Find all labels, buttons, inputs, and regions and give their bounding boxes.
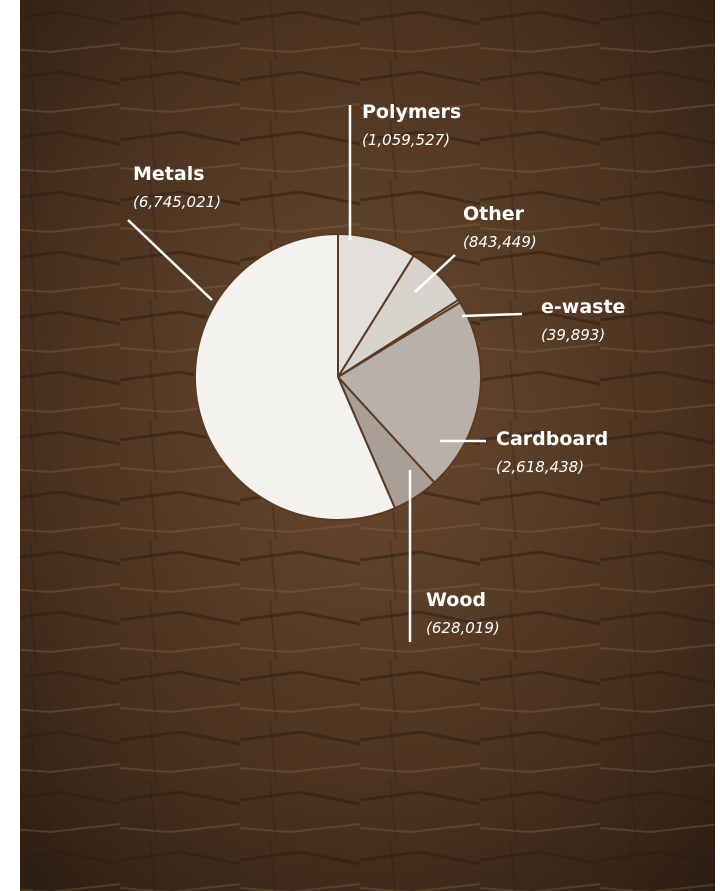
leader-line — [461, 312, 523, 318]
pie-slice — [194, 232, 397, 521]
slice-label: Polymers — [362, 101, 461, 123]
slice-label: Cardboard — [496, 428, 608, 450]
pie-slice — [336, 301, 482, 484]
slice-value-label: (39,893) — [541, 326, 605, 344]
slice-label: Wood — [426, 589, 486, 611]
slice-value-label: (843,449) — [463, 233, 537, 251]
slice-label: Other — [463, 203, 525, 225]
slice-value-label: (6,745,021) — [133, 193, 221, 211]
slice-label: Metals — [133, 163, 205, 185]
leader-line — [414, 254, 456, 293]
slice-label: e-waste — [541, 296, 625, 318]
pie-slice — [337, 232, 416, 381]
slice-value-label: (628,019) — [426, 619, 500, 637]
slice-value-label: (2,618,438) — [496, 458, 584, 476]
slice-value-label: (1,059,527) — [362, 131, 450, 149]
leader-line — [127, 219, 213, 301]
